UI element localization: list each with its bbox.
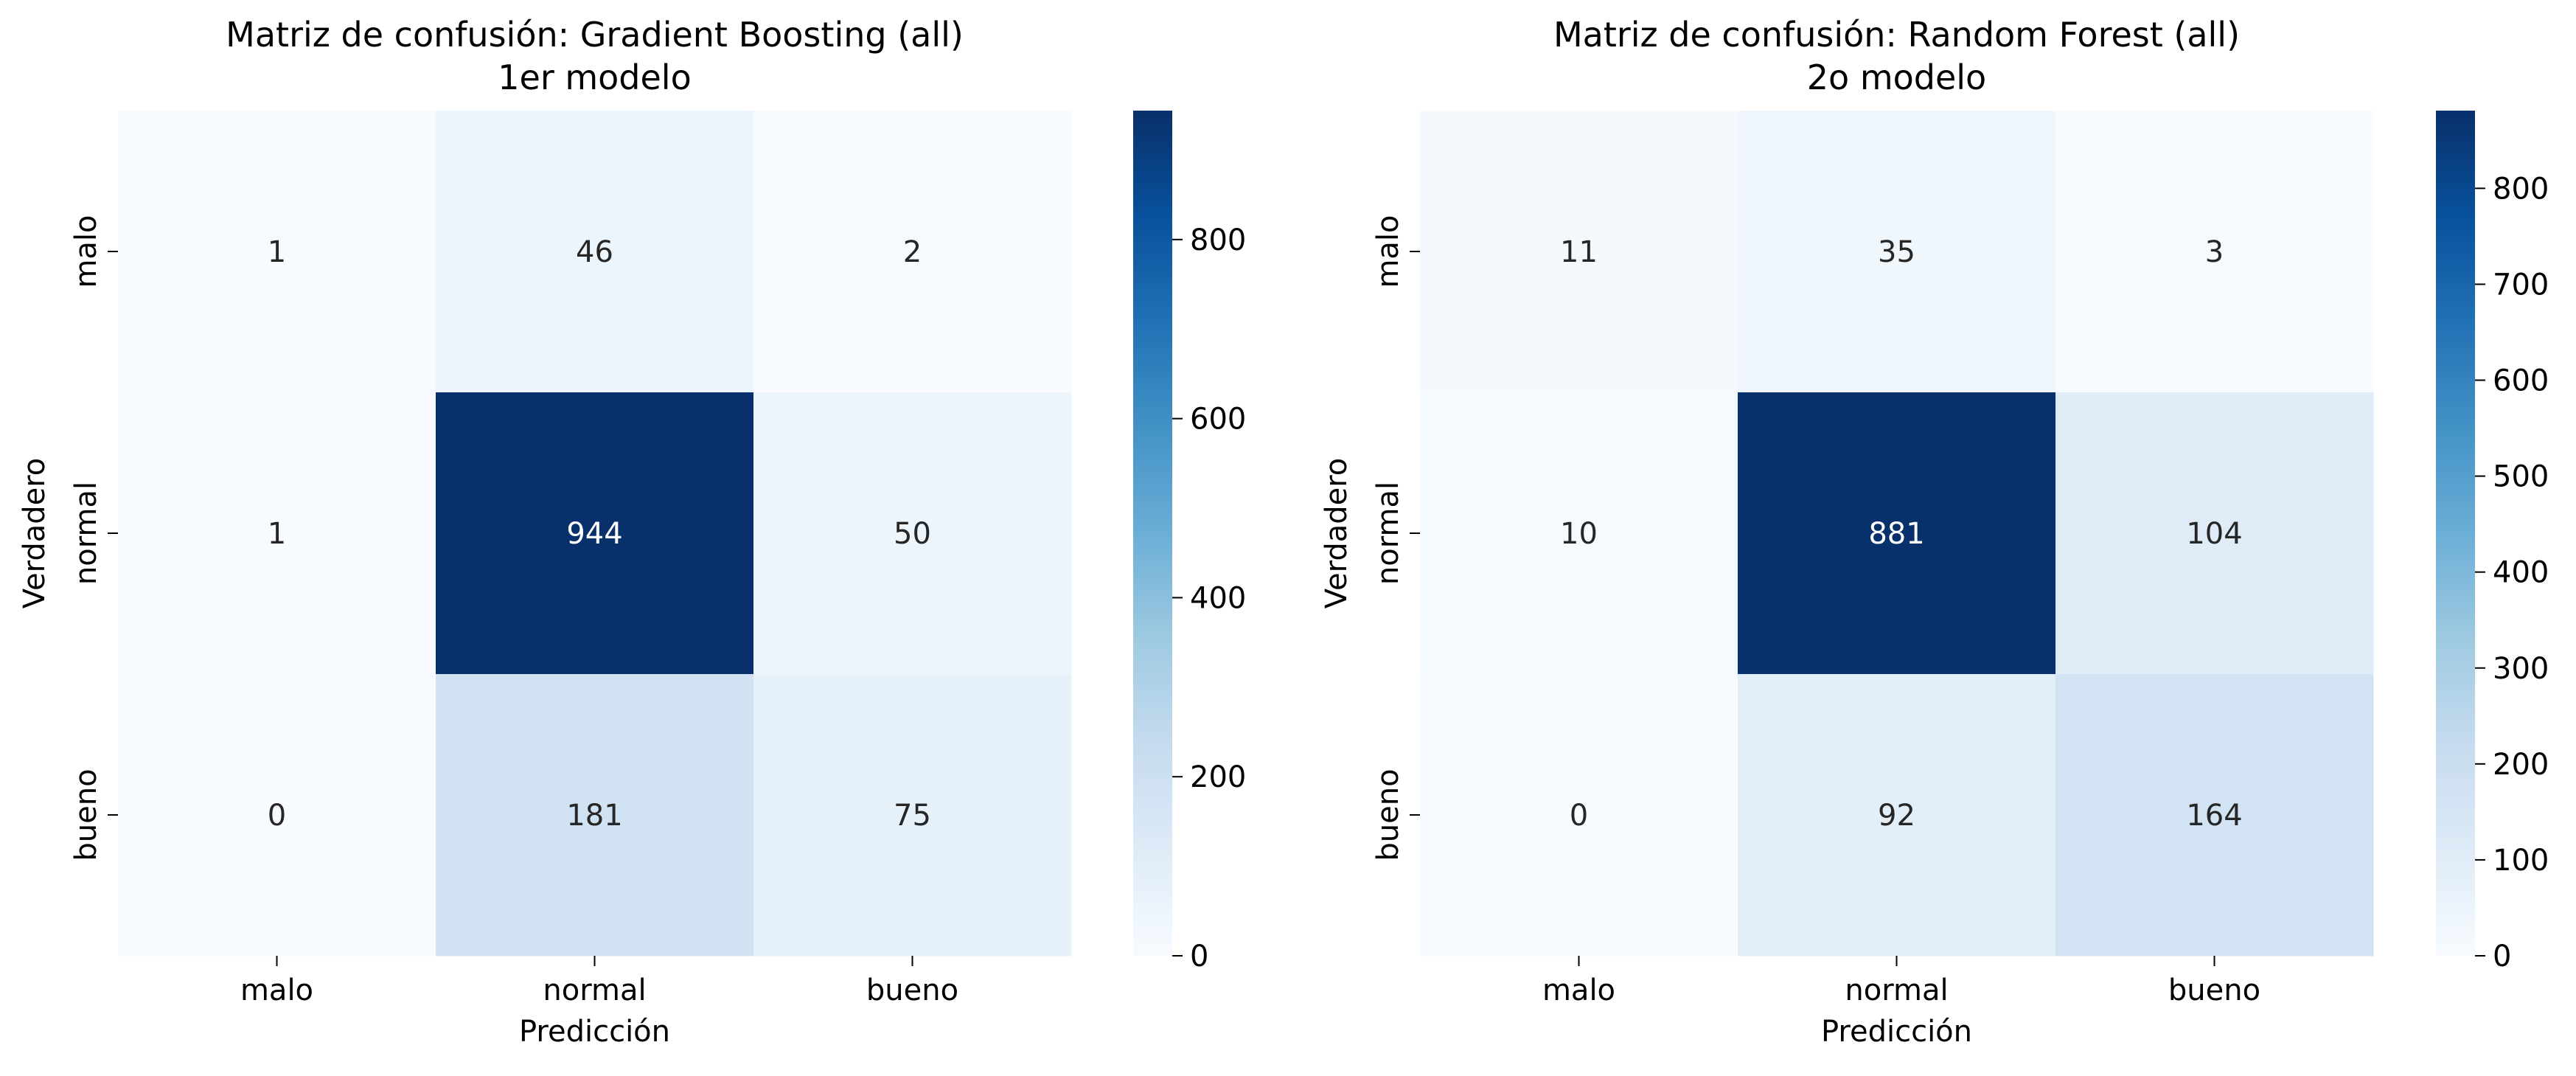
heatmap-cell [753,674,1072,957]
heatmap-cell [118,392,436,675]
cell-value: 10 [1560,517,1598,551]
chart-title: Matriz de confusión: Random Forest (all) [1553,15,2240,55]
cell-value: 164 [2186,799,2242,833]
heatmap-cell [436,674,754,957]
cell-value: 92 [1878,799,1915,833]
colorbar-tick-label: 0 [1190,940,1208,973]
cell-value: 2 [903,235,922,269]
y-tick-label: normal [1371,482,1405,585]
cell-value: 46 [576,235,613,269]
heatmap-cell [1738,392,2056,675]
heatmap-cell [1738,111,2056,393]
colorbar-tick-label: 500 [2493,460,2549,494]
heatmap-cell [1420,111,1738,393]
x-tick-label: bueno [2168,973,2260,1007]
cell-value: 50 [894,517,931,551]
heatmap-cell [436,111,754,393]
colorbar-tick-label: 800 [1190,223,1246,257]
x-tick-label: normal [1845,973,1948,1007]
colorbar-tick-label: 700 [2493,268,2549,302]
heatmap-cell [2055,674,2374,957]
y-axis-label: Verdadero [1320,458,1354,609]
x-tick-label: normal [543,973,646,1007]
cell-value: 1 [268,517,286,551]
y-tick-label: normal [69,482,103,585]
y-tick-label: malo [69,215,103,288]
gradient-boosting-panel: Matriz de confusión: Gradient Boosting (… [18,15,1246,1049]
heatmap-cell [1738,674,2056,957]
colorbar-tick-label: 0 [2493,940,2511,973]
cell-value: 0 [268,799,286,833]
heatmap-cell [436,392,754,675]
colorbar-tick-label: 600 [2493,364,2549,398]
cell-value: 1 [268,235,286,269]
cell-value: 75 [894,799,931,833]
x-axis-label: Predicción [519,1015,670,1049]
heatmap-cell [753,111,1072,393]
cell-value: 881 [1868,517,1924,551]
colorbar-tick-label: 400 [1190,581,1246,615]
cell-value: 11 [1560,235,1598,269]
x-axis-label: Predicción [1821,1015,1972,1049]
cell-value: 944 [566,517,622,551]
heatmap-cell [1420,674,1738,957]
heatmap-cell [118,674,436,957]
cell-value: 181 [566,799,622,833]
chart-subtitle: 1er modelo [498,58,691,97]
colorbar-tick-label: 600 [1190,403,1246,437]
colorbar-tick-label: 200 [1190,760,1246,794]
colorbar [1133,111,1172,956]
heatmap-cell [2055,111,2374,393]
x-tick-label: bueno [866,973,958,1007]
cell-value: 3 [2205,235,2224,269]
heatmap-cell [2055,392,2374,675]
colorbar [2436,111,2475,956]
cell-value: 104 [2186,517,2242,551]
colorbar-tick-label: 400 [2493,556,2549,590]
colorbar-tick-label: 100 [2493,844,2549,878]
heatmap-cell [753,392,1072,675]
colorbar-tick-label: 300 [2493,652,2549,686]
heatmap-cell [1420,392,1738,675]
heatmap-cell [118,111,436,393]
cell-value: 35 [1878,235,1915,269]
x-tick-label: malo [240,973,313,1007]
x-tick-label: malo [1542,973,1615,1007]
y-axis-label: Verdadero [18,458,52,609]
chart-title: Matriz de confusión: Gradient Boosting (… [226,15,964,55]
random-forest-panel: Matriz de confusión: Random Forest (all)… [1320,15,2549,1049]
y-tick-label: bueno [69,768,103,861]
y-tick-label: bueno [1371,768,1405,861]
chart-subtitle: 2o modelo [1807,58,1986,97]
y-tick-label: malo [1371,215,1405,288]
cell-value: 0 [1570,799,1588,833]
colorbar-tick-label: 800 [2493,172,2549,206]
colorbar-tick-label: 200 [2493,748,2549,782]
